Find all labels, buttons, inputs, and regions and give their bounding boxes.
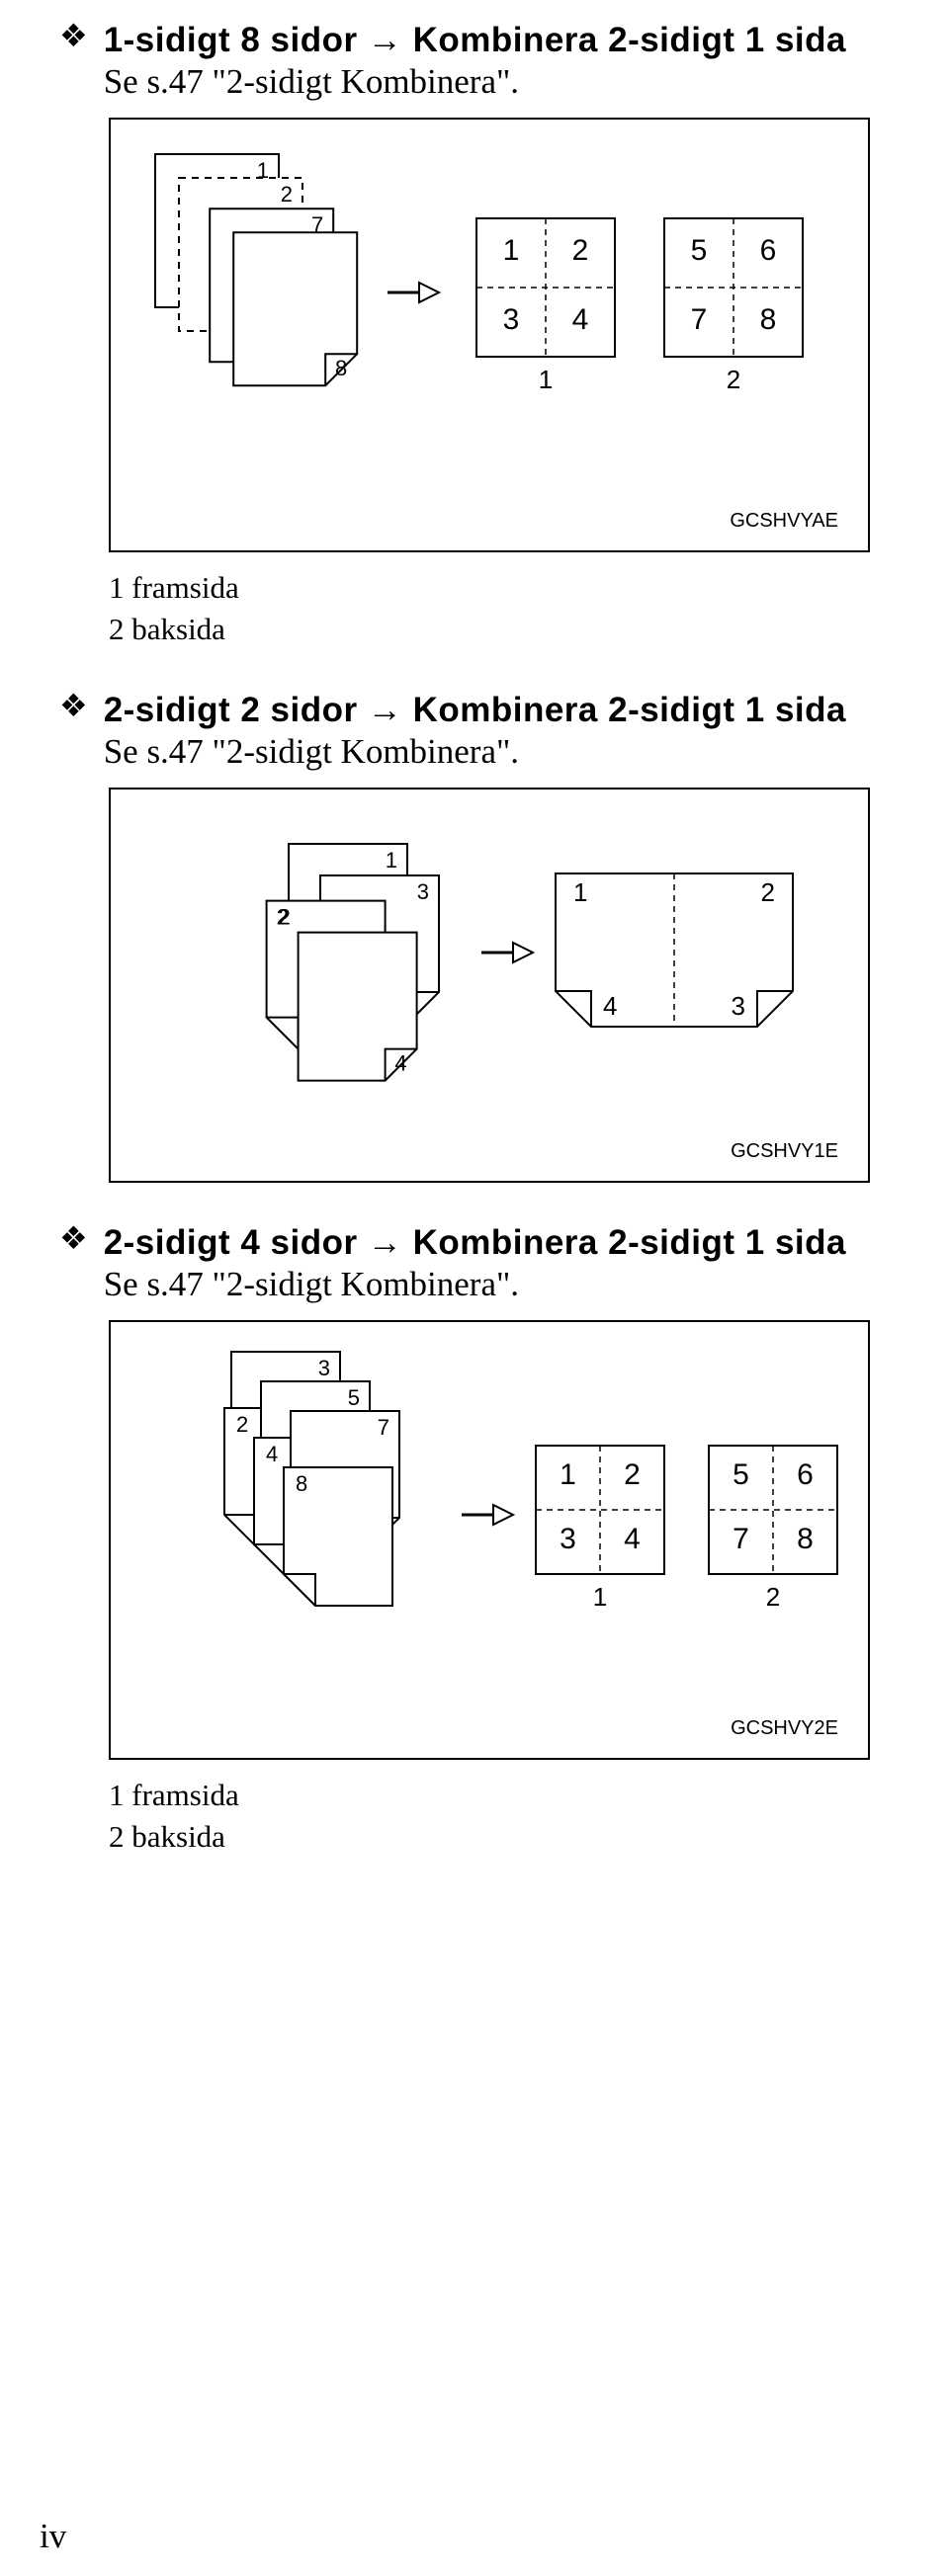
heading-3-title: 2-sidigt 4 sidor → Kombinera 2-sidigt 1 … — [104, 1222, 846, 1264]
svg-text:2: 2 — [766, 1582, 780, 1612]
page-number: iv — [40, 2517, 66, 2556]
legend-3a: 1 framsida — [109, 1775, 890, 1816]
svg-text:5: 5 — [733, 1458, 749, 1491]
svg-text:8: 8 — [797, 1523, 814, 1555]
heading-3: ❖ 2-sidigt 4 sidor → Kombinera 2-sidigt … — [59, 1222, 890, 1305]
svg-text:1: 1 — [386, 848, 397, 873]
figure-1-code: GCSHVYAE — [730, 510, 838, 533]
svg-text:3: 3 — [560, 1523, 576, 1555]
svg-text:2: 2 — [281, 182, 293, 207]
svg-text:4: 4 — [394, 1050, 406, 1075]
svg-text:1: 1 — [560, 1458, 576, 1491]
svg-text:3: 3 — [318, 1356, 330, 1380]
svg-text:8: 8 — [335, 356, 347, 380]
svg-text:1: 1 — [573, 877, 587, 907]
svg-text:1: 1 — [503, 234, 520, 267]
svg-text:6: 6 — [797, 1458, 814, 1491]
heading-3-sub: Se s.47 "2-sidigt Kombinera". — [104, 1264, 846, 1305]
svg-text:4: 4 — [624, 1523, 641, 1555]
heading-2: ❖ 2-sidigt 2 sidor → Kombinera 2-sidigt … — [59, 690, 890, 773]
figure-1-svg: 12781234156782 — [111, 120, 868, 554]
legend-3b: 2 baksida — [109, 1816, 890, 1858]
heading-1-title: 1-sidigt 8 sidor → Kombinera 2-sidigt 1 … — [104, 20, 846, 61]
heading-1-sub: Se s.47 "2-sidigt Kombinera". — [104, 61, 846, 103]
figure-2-svg: 132241243 — [111, 789, 868, 1185]
svg-text:7: 7 — [378, 1415, 389, 1440]
bullet-diamond: ❖ — [59, 20, 88, 51]
svg-text:8: 8 — [760, 303, 777, 336]
svg-text:8: 8 — [296, 1471, 307, 1496]
svg-text:2: 2 — [727, 365, 740, 394]
heading-1: ❖ 1-sidigt 8 sidor → Kombinera 2-sidigt … — [59, 20, 890, 103]
figure-2-code: GCSHVY1E — [731, 1140, 838, 1163]
svg-text:7: 7 — [733, 1523, 749, 1555]
svg-text:3: 3 — [417, 879, 429, 904]
svg-text:4: 4 — [572, 303, 589, 336]
bullet-diamond: ❖ — [59, 1222, 88, 1254]
svg-text:2: 2 — [236, 1412, 248, 1437]
legend-1: 1 framsida 2 baksida — [109, 567, 890, 650]
svg-text:1: 1 — [539, 365, 553, 394]
svg-text:2: 2 — [761, 877, 775, 907]
legend-3: 1 framsida 2 baksida — [109, 1775, 890, 1858]
svg-text:1: 1 — [593, 1582, 607, 1612]
svg-text:2: 2 — [572, 234, 589, 267]
figure-3-code: GCSHVY2E — [731, 1717, 838, 1740]
svg-text:7: 7 — [691, 303, 708, 336]
svg-text:3: 3 — [503, 303, 520, 336]
figure-3: 132547681234156782 GCSHVY2E — [109, 1320, 870, 1760]
svg-text:2: 2 — [624, 1458, 641, 1491]
heading-2-sub: Se s.47 "2-sidigt Kombinera". — [104, 731, 846, 773]
svg-text:3: 3 — [732, 991, 745, 1021]
legend-1b: 2 baksida — [109, 609, 890, 650]
figure-3-svg: 132547681234156782 — [111, 1322, 868, 1762]
figure-1: 12781234156782 GCSHVYAE — [109, 118, 870, 552]
svg-text:4: 4 — [603, 991, 617, 1021]
heading-2-title: 2-sidigt 2 sidor → Kombinera 2-sidigt 1 … — [104, 690, 846, 731]
svg-text:5: 5 — [691, 234, 708, 267]
svg-text:4: 4 — [266, 1442, 278, 1466]
svg-text:2: 2 — [279, 904, 291, 929]
svg-text:6: 6 — [760, 234, 777, 267]
figure-2: 132241243 GCSHVY1E — [109, 788, 870, 1183]
svg-text:5: 5 — [348, 1385, 360, 1410]
legend-1a: 1 framsida — [109, 567, 890, 609]
bullet-diamond: ❖ — [59, 690, 88, 721]
